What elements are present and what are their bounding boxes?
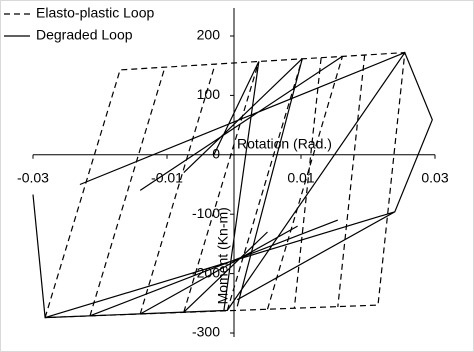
- x-tick-label: 0.01: [287, 170, 314, 186]
- x-axis-label: Rotation (Rad.): [237, 136, 332, 152]
- y-tick-label: -100: [192, 205, 220, 221]
- y-tick-label: 0: [212, 146, 220, 162]
- y-tick-label: 200: [197, 27, 221, 43]
- y-tick-label: 100: [197, 86, 221, 102]
- y-tick-label: -300: [192, 324, 220, 340]
- x-tick-label: 0.03: [421, 170, 448, 186]
- legend-label: Degraded Loop: [36, 27, 133, 43]
- y-axis-label: Moment (Kn-m): [215, 207, 231, 304]
- x-tick-label: -0.03: [17, 170, 49, 186]
- x-tick-label: -0.01: [151, 170, 183, 186]
- legend-label: Elasto-plastic Loop: [36, 5, 155, 21]
- series-line: [32, 51, 433, 319]
